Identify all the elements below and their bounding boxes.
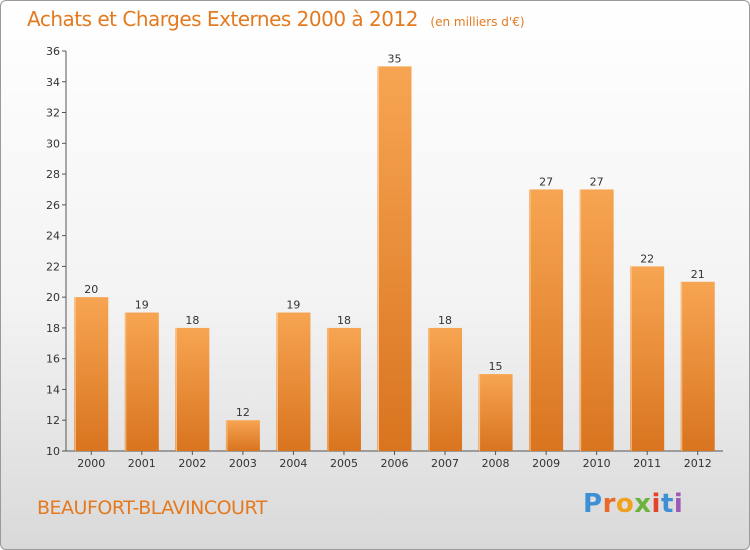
y-tick-label: 24: [46, 230, 60, 243]
chart-title: Achats et Charges Externes 2000 à 2012: [27, 7, 418, 31]
x-tick-label: 2008: [482, 457, 510, 470]
logo-letter: r: [602, 489, 616, 519]
logo-letter: x: [634, 489, 652, 519]
bar: [630, 266, 665, 451]
x-tick-label: 2012: [684, 457, 712, 470]
y-tick-label: 12: [46, 414, 60, 427]
y-tick-label: 14: [46, 383, 60, 396]
title-row: Achats et Charges Externes 2000 à 2012 (…: [27, 7, 525, 31]
y-tick-label: 26: [46, 199, 60, 212]
chart-subtitle: (en milliers d'€): [430, 15, 525, 29]
x-tick-label: 2010: [583, 457, 611, 470]
x-tick-label: 2006: [381, 457, 409, 470]
x-tick-label: 2007: [431, 457, 459, 470]
data-label: 18: [337, 314, 351, 327]
logo-letter: i: [673, 489, 684, 519]
logo-letter: i: [651, 489, 661, 519]
logo-letter: t: [660, 489, 674, 519]
bar: [680, 281, 715, 451]
x-tick-label: 2004: [279, 457, 307, 470]
x-tick-label: 2005: [330, 457, 358, 470]
y-tick-label: 30: [46, 137, 60, 150]
y-tick-label: 10: [46, 445, 60, 458]
y-tick-label: 18: [46, 322, 60, 335]
data-label: 18: [438, 314, 452, 327]
bar: [478, 374, 513, 451]
y-tick-label: 28: [46, 168, 60, 181]
x-tick-label: 2009: [532, 457, 560, 470]
x-tick-label: 2001: [128, 457, 156, 470]
bar: [377, 66, 412, 451]
y-tick-label: 34: [46, 76, 60, 89]
data-label: 18: [185, 314, 199, 327]
proxiti-logo[interactable]: Proxiti: [583, 489, 683, 519]
x-tick-label: 2002: [178, 457, 206, 470]
bar: [428, 327, 463, 451]
data-label: 27: [539, 175, 553, 188]
y-tick-label: 20: [46, 291, 60, 304]
data-label: 19: [135, 299, 149, 312]
bar: [529, 189, 564, 451]
logo-letter: o: [615, 489, 635, 519]
y-tick-label: 36: [46, 45, 60, 58]
data-label: 15: [489, 360, 503, 373]
bar: [225, 420, 260, 451]
logo-letter: P: [583, 489, 603, 519]
data-label: 22: [640, 252, 654, 265]
bar: [124, 312, 159, 451]
y-tick-label: 22: [46, 260, 60, 273]
bar: [579, 189, 614, 451]
data-label: 20: [84, 283, 98, 296]
x-tick-label: 2003: [229, 457, 257, 470]
bar: [74, 297, 109, 451]
data-label: 12: [236, 406, 250, 419]
data-label: 27: [590, 175, 604, 188]
data-labels: 20 19 18 12 19 18 35 18 15 27 27 22 21: [84, 52, 704, 419]
bar: [326, 327, 361, 451]
bar: [175, 327, 210, 451]
bars: [74, 66, 715, 451]
data-label: 35: [388, 52, 402, 65]
axes: 10 12 14 16 18 20 22 24 26 28 30 32 34 36 2000 2001 2002…: [46, 45, 723, 470]
x-tick-label: 2000: [77, 457, 105, 470]
data-label: 19: [286, 299, 300, 312]
bar: [276, 312, 311, 451]
location-name: BEAUFORT-BLAVINCOURT: [37, 497, 267, 519]
x-tick-label: 2011: [633, 457, 661, 470]
data-label: 21: [691, 268, 705, 281]
y-tick-label: 16: [46, 353, 60, 366]
y-tick-label: 32: [46, 107, 60, 120]
